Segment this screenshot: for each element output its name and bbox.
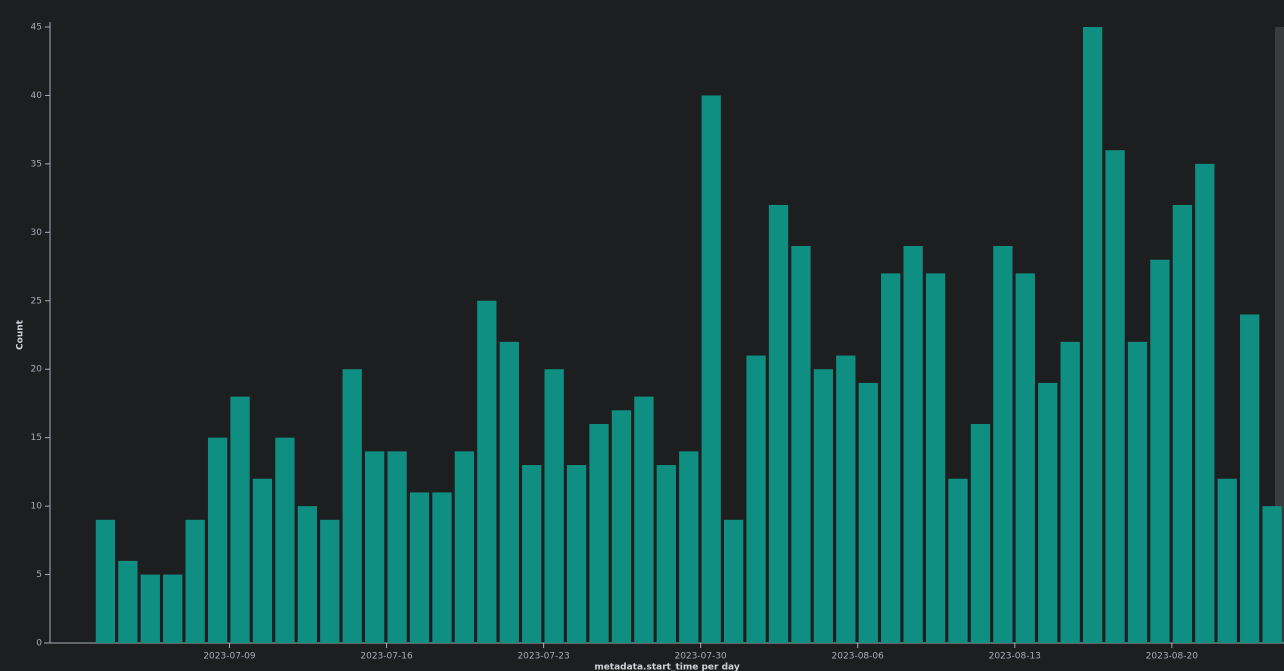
bar [207,437,228,643]
bar [1150,259,1170,643]
scrollbar [1275,27,1284,643]
x-tick-label: 2023-07-09 [203,652,256,662]
bar [544,369,564,643]
bar [297,506,317,643]
bar [836,355,856,643]
bar [454,451,475,643]
bar [679,451,699,643]
bar [320,519,340,643]
y-axis-title: Count [16,319,26,350]
bar [252,478,273,643]
bar [993,246,1013,643]
bar [813,369,834,643]
bar [948,478,968,643]
bar [477,300,497,643]
bar [589,423,609,643]
bar [634,396,654,643]
y-tick-label: 40 [31,91,43,101]
y-tick-label: 35 [31,159,42,169]
bar [499,341,519,643]
bar [1105,150,1125,643]
y-tick-label: 15 [31,433,42,443]
bar [432,492,452,643]
x-axis-title: metadata.start_time per day [594,663,740,671]
bar [925,273,946,643]
bar [903,246,923,643]
bar [566,465,587,643]
bar [140,574,160,643]
x-tick-label: 2023-08-20 [1146,652,1199,662]
x-tick-label: 2023-07-30 [674,652,727,662]
bar [1015,273,1035,643]
bar [1060,341,1080,643]
x-tick-label: 2023-07-16 [360,652,413,662]
bar [365,451,385,643]
x-tick-label: 2023-07-23 [517,652,569,662]
bar [118,560,138,643]
bar [723,519,744,643]
bar [881,273,901,643]
y-tick-label: 0 [36,639,42,649]
bar [768,204,789,643]
bar [746,355,766,643]
bar [1172,204,1193,643]
bar [611,410,632,643]
y-tick-label: 45 [31,23,42,33]
y-tick-label: 5 [36,570,42,580]
bar [1038,382,1058,643]
bar [858,382,878,643]
bar [522,465,542,643]
bar [1217,478,1237,643]
bar [1082,27,1103,643]
bar [701,95,721,643]
bar [970,423,991,643]
bar [163,574,183,643]
bar [1240,314,1260,643]
bar [275,437,295,643]
y-tick-label: 10 [31,502,43,512]
bar [95,519,116,643]
y-tick-label: 30 [31,228,43,238]
bar [387,451,407,643]
bar [1262,506,1282,643]
x-tick-label: 2023-08-06 [832,652,885,662]
bar [656,465,676,643]
bar [1195,163,1215,643]
bar [409,492,430,643]
bar [1127,341,1148,643]
bar [185,519,205,643]
x-tick-label: 2023-08-13 [989,652,1041,662]
bar [342,369,362,643]
y-tick-label: 20 [31,365,43,375]
bar [230,396,250,643]
bar [791,246,811,643]
y-tick-label: 25 [31,296,42,306]
